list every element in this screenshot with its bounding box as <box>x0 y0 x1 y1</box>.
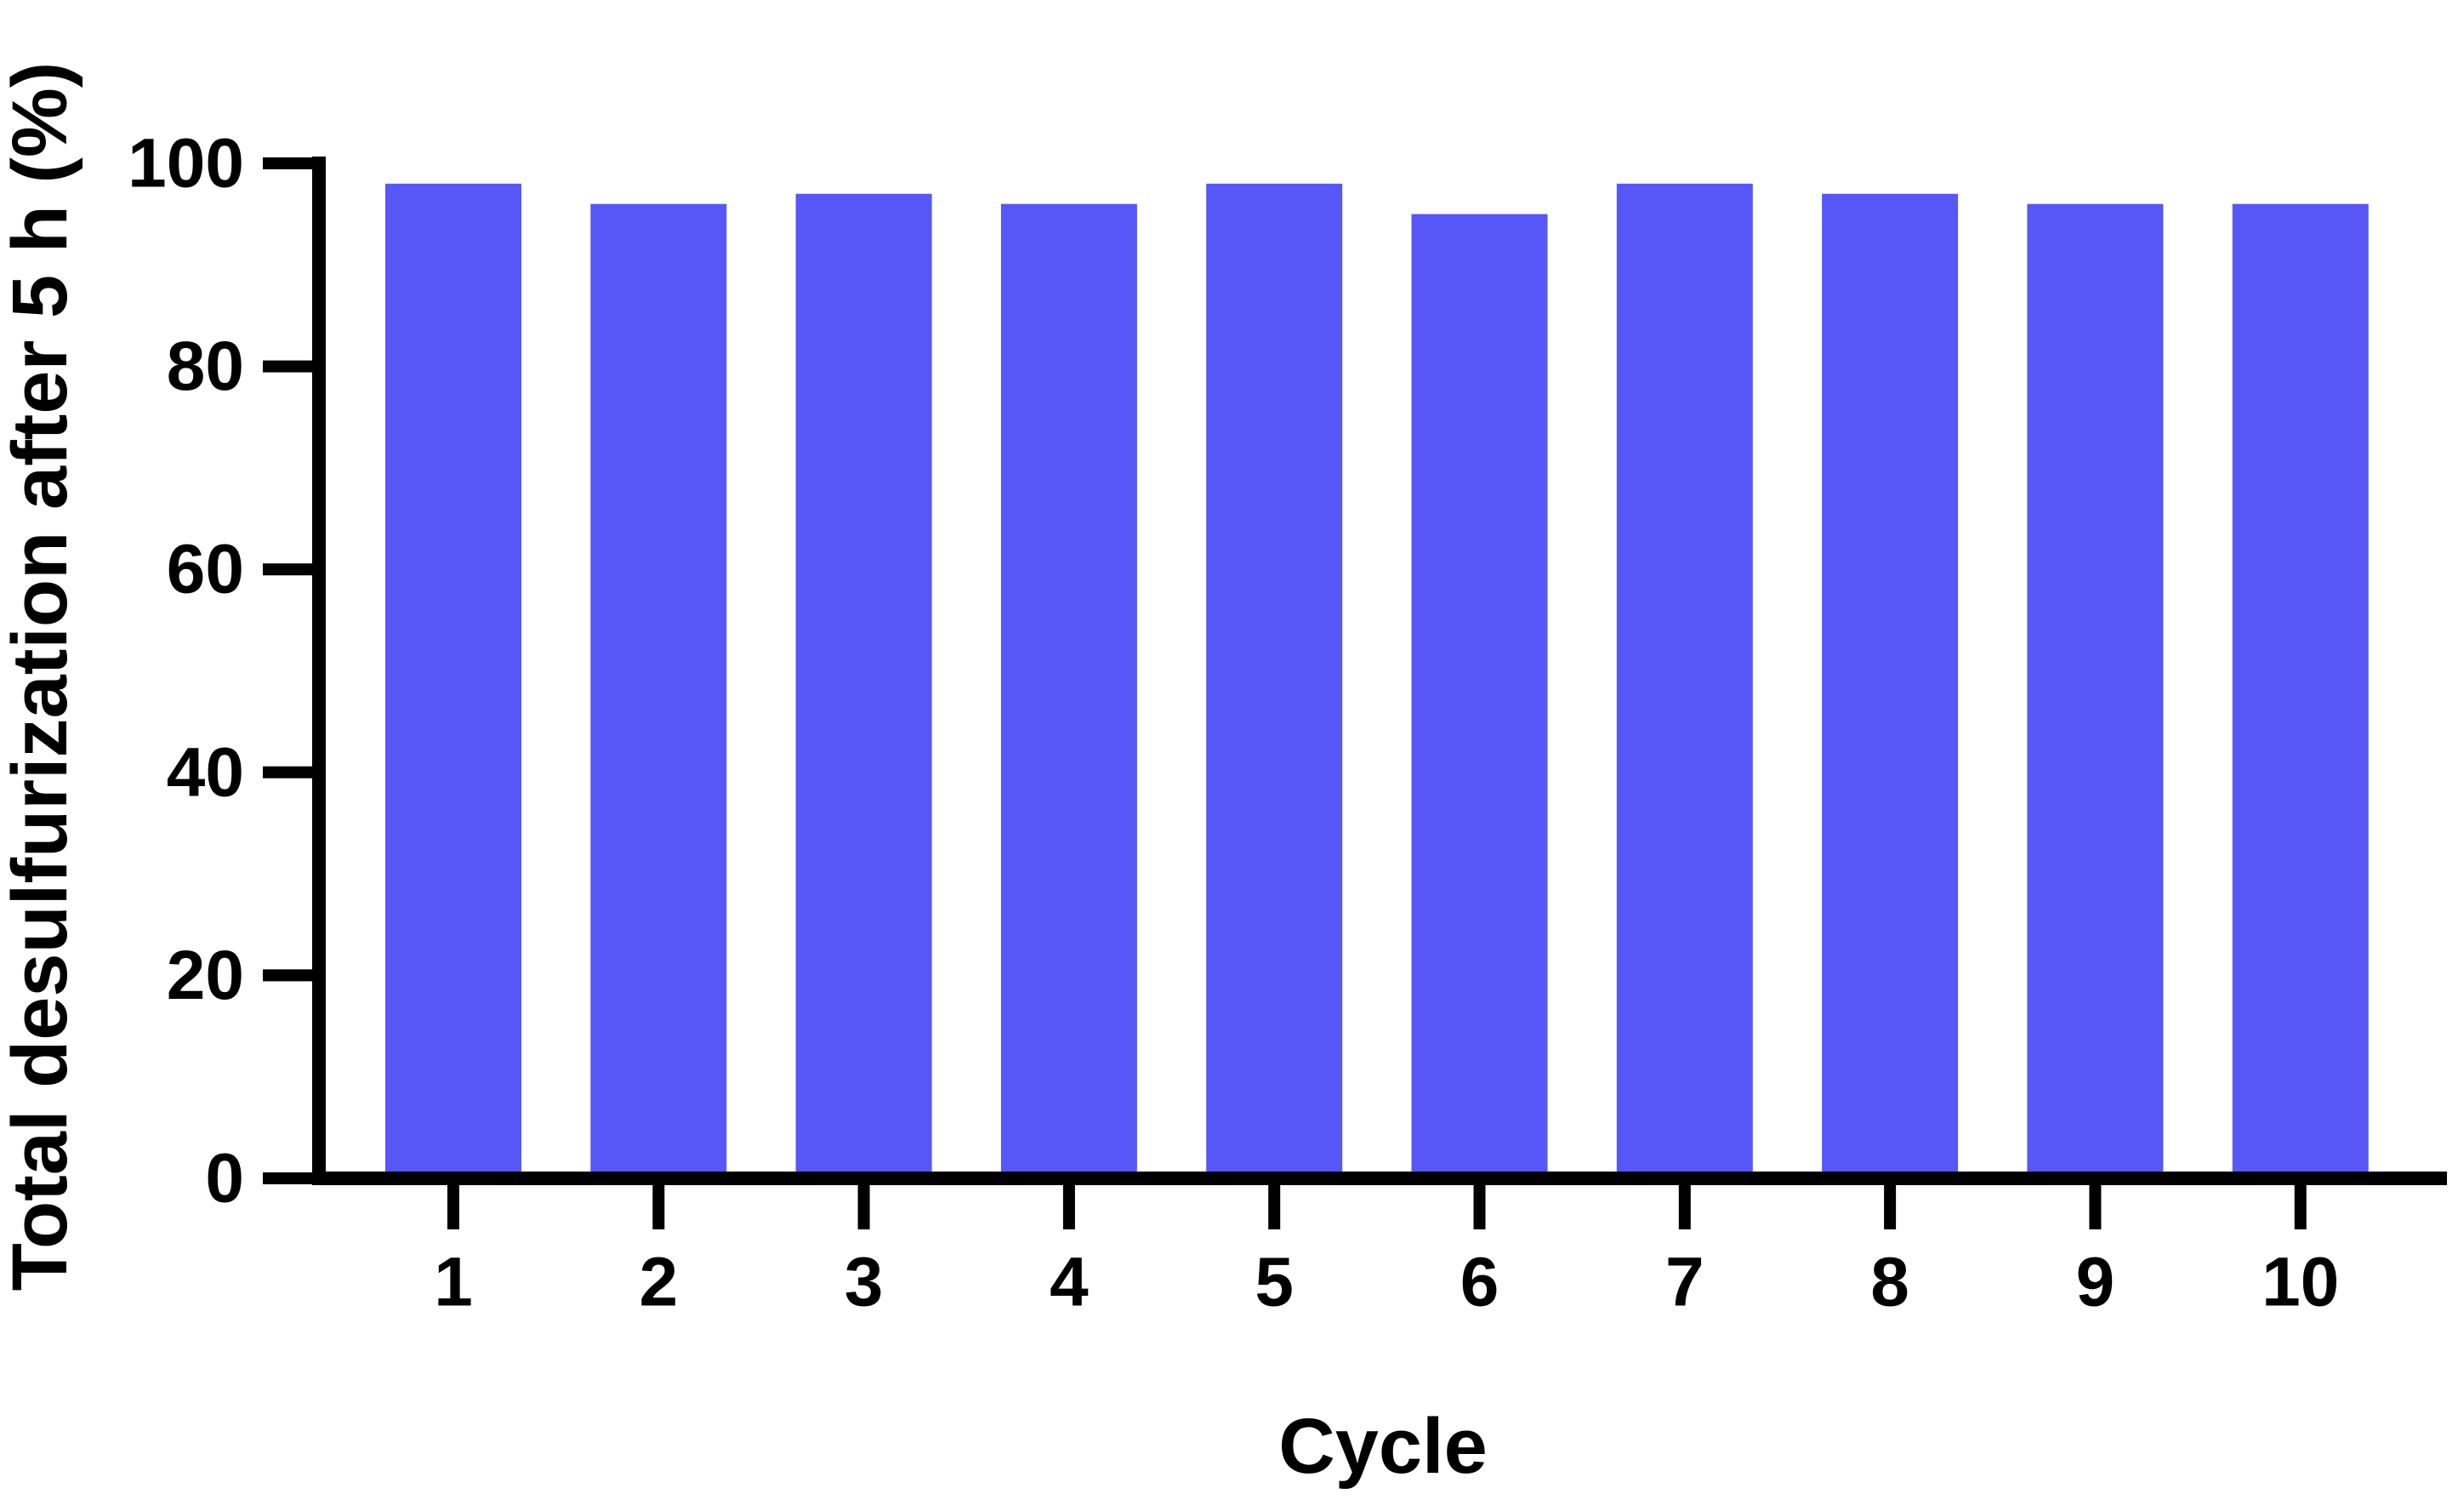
bar-cycle-10 <box>2232 203 2369 1179</box>
bar-cycle-5 <box>1206 183 1343 1179</box>
bar-cycle-7 <box>1616 183 1753 1179</box>
bar-cycle-6 <box>1411 214 1548 1178</box>
x-tick-label-10: 10 <box>2262 1244 2339 1321</box>
y-tick-label-0: 0 <box>205 1140 244 1217</box>
y-tick-label-80: 80 <box>167 328 244 405</box>
x-tick-label-5: 5 <box>1255 1244 1294 1321</box>
bar-cycle-4 <box>1000 203 1137 1179</box>
y-axis-title: Total desulfurization after 5 h (%) <box>0 61 83 1291</box>
x-axis-title: Cycle <box>1278 1403 1488 1490</box>
y-tick-label-100: 100 <box>128 125 244 202</box>
y-tick-label-40: 40 <box>167 733 244 811</box>
bar-cycle-1 <box>385 183 521 1179</box>
y-tick-label-20: 20 <box>167 937 244 1014</box>
x-tick-label-2: 2 <box>639 1244 678 1321</box>
x-tick-label-6: 6 <box>1460 1244 1499 1321</box>
x-tick-label-7: 7 <box>1665 1244 1704 1321</box>
x-tick-label-9: 9 <box>2076 1244 2115 1321</box>
x-tick-label-1: 1 <box>434 1244 473 1321</box>
x-tick-label-8: 8 <box>1870 1244 1909 1321</box>
x-tick-label-3: 3 <box>845 1244 884 1321</box>
bar-cycle-3 <box>795 193 932 1178</box>
bar-cycle-8 <box>1822 193 1959 1178</box>
x-tick-label-4: 4 <box>1050 1244 1089 1321</box>
bar-cycle-9 <box>2027 203 2164 1179</box>
bar-cycle-2 <box>590 203 727 1179</box>
y-tick-label-60: 60 <box>167 531 244 608</box>
